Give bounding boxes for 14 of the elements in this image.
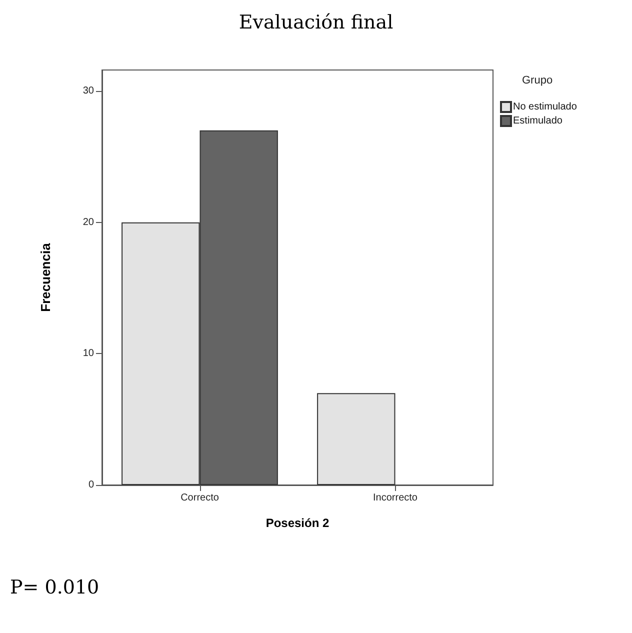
chart-title: Evaluación final bbox=[238, 12, 394, 34]
y-tick-label: 30 bbox=[82, 86, 94, 97]
x-tick-label: Correcto bbox=[180, 492, 220, 504]
x-axis-title: Posesión 2 bbox=[266, 516, 330, 530]
text: P= 0.010 bbox=[10, 576, 100, 598]
legend-label: Estimulado bbox=[513, 116, 563, 126]
legend-label: No estimulado bbox=[513, 102, 578, 112]
y-tick-label: 20 bbox=[82, 216, 94, 228]
y-axis-title: Frecuencia bbox=[38, 242, 53, 312]
legend-title: Grupo bbox=[522, 74, 553, 86]
y-tick-label: 0 bbox=[88, 480, 94, 490]
y-tick-label: 10 bbox=[82, 348, 94, 360]
x-tick-label: Incorrecto bbox=[373, 492, 418, 504]
bar bbox=[317, 393, 396, 485]
